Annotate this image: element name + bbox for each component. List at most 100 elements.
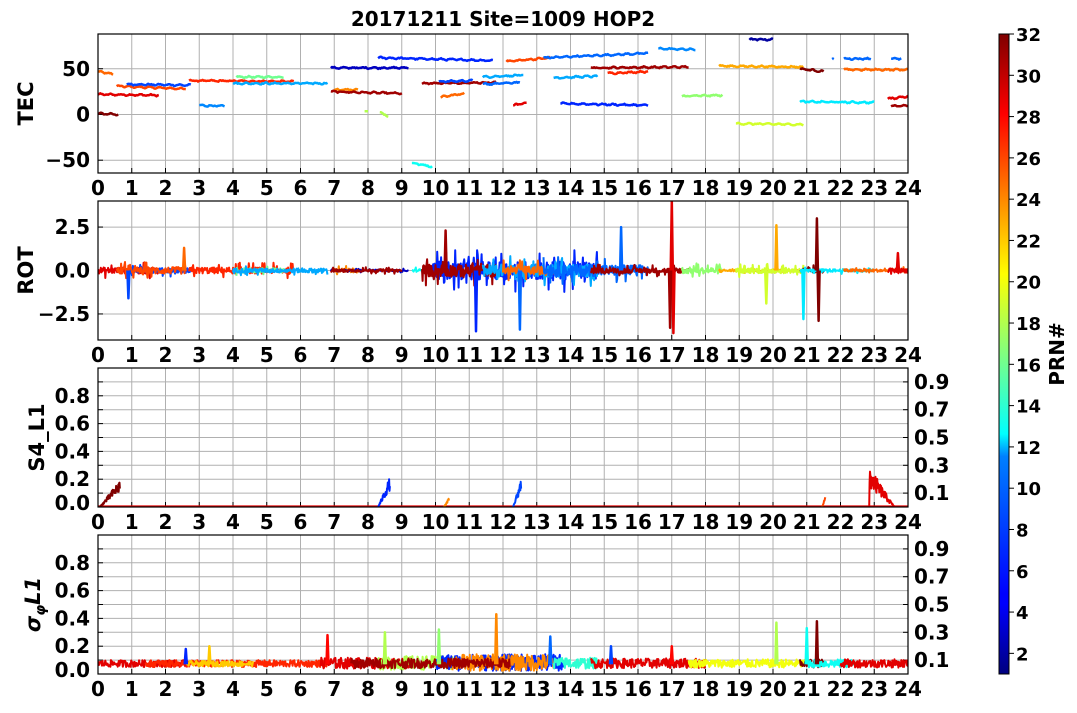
- colorbar-tick-label: 24: [1016, 190, 1041, 211]
- x-tick-label: 23: [860, 677, 888, 701]
- x-tick-label: 8: [361, 510, 375, 534]
- y-axis-label: TEC: [14, 81, 38, 125]
- x-tick-label: 20: [759, 343, 787, 367]
- x-tick-label: 19: [725, 343, 753, 367]
- y-label-tail: L1: [21, 577, 45, 605]
- series-prn-25: [98, 71, 113, 74]
- x-tick-label: 16: [624, 343, 652, 367]
- x-tick-label: 22: [827, 176, 855, 200]
- x-tick-label: 6: [294, 677, 308, 701]
- x-tick-label: 2: [159, 176, 173, 200]
- series-prn-13: [412, 163, 432, 167]
- x-tick-label: 10: [422, 176, 450, 200]
- x-tick-label: 10: [422, 510, 450, 534]
- x-tick-label: 3: [192, 677, 206, 701]
- y-tick-label: 0.9: [914, 370, 949, 394]
- x-tick-label: 22: [827, 343, 855, 367]
- y-tick-label: 0.4: [55, 606, 90, 630]
- x-tick-label: 17: [658, 677, 686, 701]
- x-tick-label: 15: [590, 176, 618, 200]
- x-tick-label: 7: [327, 510, 341, 534]
- x-tick-label: 8: [361, 343, 375, 367]
- colorbar-tick-label: 30: [1016, 66, 1041, 87]
- series-prn-8: [519, 271, 521, 330]
- y-tick-label: 0.8: [55, 384, 90, 408]
- series-prn-29: [98, 93, 159, 96]
- y-tick-label: 0.1: [914, 481, 949, 505]
- x-tick-label: 16: [624, 677, 652, 701]
- x-tick-label: 15: [590, 677, 618, 701]
- series-prn-9: [658, 48, 695, 50]
- series-prn-8: [891, 58, 901, 60]
- series-prn-16: [236, 76, 283, 78]
- series-prn-29: [888, 96, 908, 99]
- series-prn-32: [818, 271, 820, 321]
- x-tick-label: 22: [827, 510, 855, 534]
- y-tick-label: 0.6: [55, 579, 90, 603]
- x-tick-label: 23: [860, 176, 888, 200]
- x-tick-label: 13: [523, 677, 551, 701]
- series-prn-25: [183, 248, 185, 271]
- x-tick-label: 3: [192, 510, 206, 534]
- y-tick-label: 0.4: [55, 439, 90, 463]
- colorbar-tick-label: 22: [1016, 231, 1041, 252]
- x-tick-label: 12: [489, 343, 517, 367]
- series-prn-32: [100, 483, 120, 507]
- x-tick-label: 5: [260, 677, 274, 701]
- x-tick-label: 24: [894, 343, 922, 367]
- series-prn-23: [775, 225, 777, 270]
- x-tick-label: 0: [91, 510, 105, 534]
- x-tick-label: 7: [327, 677, 341, 701]
- series-prn-32: [816, 621, 818, 664]
- x-tick-label: 18: [692, 343, 720, 367]
- colorbar-tick-label: 14: [1016, 397, 1041, 418]
- series-prn-10: [233, 82, 328, 84]
- series-prn-19: [736, 123, 804, 126]
- x-tick-label: 17: [658, 176, 686, 200]
- series-prn-31: [591, 66, 689, 68]
- y-tick-label: 0.7: [914, 398, 949, 422]
- series-prn-7: [513, 482, 522, 507]
- x-tick-label: 17: [658, 510, 686, 534]
- x-tick-label: 21: [793, 176, 821, 200]
- x-tick-label: 9: [395, 176, 409, 200]
- x-tick-label: 12: [489, 176, 517, 200]
- x-tick-label: 1: [125, 510, 139, 534]
- x-tick-label: 5: [260, 510, 274, 534]
- series-prn-22: [208, 646, 210, 664]
- colorbar-tick-label: 16: [1016, 355, 1041, 376]
- x-tick-label: 9: [395, 510, 409, 534]
- series-prn-31: [669, 271, 671, 328]
- series-prn-29: [513, 103, 527, 106]
- y-tick-label: 0: [76, 102, 90, 126]
- x-tick-label: 24: [894, 176, 922, 200]
- series-prn-13: [806, 628, 808, 664]
- x-tick-label: 14: [557, 510, 585, 534]
- x-tick-label: 21: [793, 343, 821, 367]
- x-tick-label: 20: [759, 176, 787, 200]
- x-tick-label: 9: [395, 343, 409, 367]
- x-tick-label: 11: [455, 343, 483, 367]
- x-tick-label: 23: [860, 343, 888, 367]
- series-prn-6: [475, 271, 477, 332]
- y-tick-label: 0.2: [55, 467, 90, 491]
- y-tick-label: 0.0: [55, 658, 90, 682]
- y-axis-label: S4_L1: [25, 403, 49, 471]
- colorbar-label: PRN#: [1045, 322, 1069, 386]
- colorbar-tick-label: 20: [1016, 273, 1041, 294]
- y-tick-label: 0.6: [55, 412, 90, 436]
- x-tick-label: 19: [725, 176, 753, 200]
- y-tick-label: −50: [45, 148, 90, 172]
- x-tick-label: 13: [523, 343, 551, 367]
- chart-title: 20171211 Site=1009 HOP2: [351, 7, 655, 31]
- x-tick-label: 17: [658, 343, 686, 367]
- y-tick-label: 0.3: [914, 453, 949, 477]
- series-prn-18: [775, 623, 777, 665]
- x-tick-label: 11: [455, 176, 483, 200]
- y-axis-label: ROT: [14, 246, 38, 295]
- series-prn-12: [802, 271, 804, 320]
- x-tick-label: 6: [294, 510, 308, 534]
- colorbar-gradient: [999, 34, 1009, 674]
